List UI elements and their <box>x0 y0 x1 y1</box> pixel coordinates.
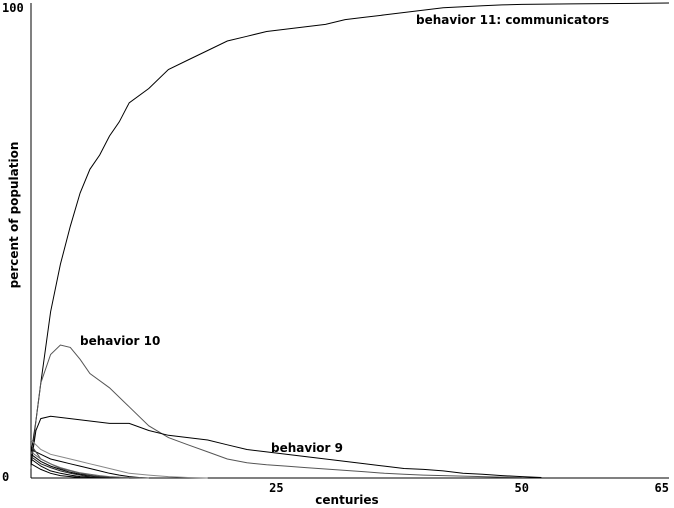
y-axis-label: percent of population <box>7 142 21 289</box>
y-tick-label-1: 100 <box>2 1 24 15</box>
series-annotation-0: behavior 11: communicators <box>416 13 609 27</box>
x-tick-label-0: 25 <box>269 481 283 495</box>
series-line-0 <box>30 2 670 455</box>
series-line-8 <box>30 463 90 479</box>
x-axis-label: centuries <box>315 493 378 507</box>
y-tick-label-0: 0 <box>2 470 9 484</box>
tick-layer: 25 50 65 0 100 <box>2 1 669 495</box>
x-tick-label-2: 65 <box>655 481 669 495</box>
series-annotation-1: behavior 10 <box>80 334 160 348</box>
x-tick-label-1: 50 <box>515 481 529 495</box>
series-layer <box>30 2 670 479</box>
series-line-4 <box>30 449 149 479</box>
series-line-9 <box>30 456 120 479</box>
series-line-2 <box>30 415 542 478</box>
annotation-layer: behavior 11: communicators behavior 10 beh… <box>80 13 609 455</box>
series-line-10 <box>30 451 149 479</box>
series-line-1 <box>30 344 522 478</box>
series-line-3 <box>30 439 208 479</box>
series-annotation-2: behavior 9 <box>271 441 343 455</box>
